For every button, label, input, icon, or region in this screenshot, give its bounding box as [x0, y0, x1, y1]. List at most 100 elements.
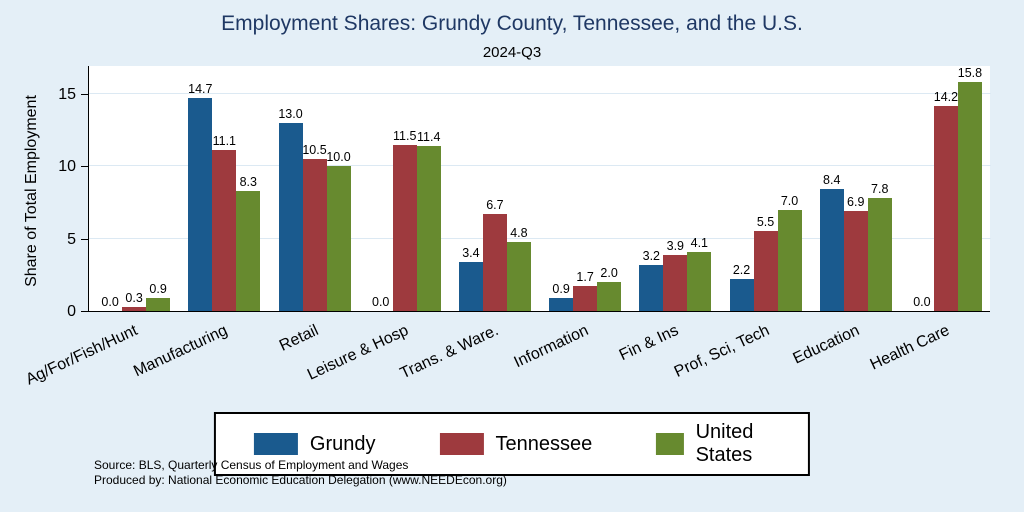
x-tick-label-prof-sci-tech: Prof, Sci, Tech [671, 322, 772, 381]
bar-value-label: 7.8 [871, 182, 889, 197]
legend-label-united-states: United States [695, 421, 754, 466]
x-tick-label-manufacturing: Manufacturing [131, 322, 231, 381]
legend-entry-grundy: Grundy [253, 432, 376, 456]
legend-swatch-tennessee [439, 433, 484, 455]
bar-united-states-trans-ware: 4.8 [506, 226, 531, 311]
bar-group-manufacturing: 14.7 11.1 8.3 [179, 65, 269, 311]
legend-entry-united-states: United States [656, 421, 770, 467]
gridline-15 [89, 92, 991, 94]
bar-united-states-education: 7.8 [867, 182, 892, 311]
bar-value-label: 0.9 [552, 281, 570, 296]
bar-value-label: 11.1 [212, 134, 236, 149]
x-tick-label-retail: Retail [276, 322, 321, 355]
x-tick-label-leisure-hosp: Leisure & Hosp [304, 322, 411, 384]
x-tick-label-trans-ware: Trans. & Ware. [397, 322, 502, 383]
bar-value-label: 14.2 [933, 89, 959, 104]
bar-value-label: 14.7 [188, 82, 213, 97]
bar-value-label: 0.0 [101, 295, 119, 309]
y-tick-mark-5 [81, 238, 88, 240]
legend: Grundy Tennessee United States [213, 412, 811, 476]
bar-value-label: 0.0 [913, 295, 931, 309]
bar-value-label: 6.9 [847, 195, 865, 210]
bar-tennessee-leisure-hosp: 11.5 [392, 129, 417, 311]
legend-label-tennessee: Tennessee [495, 432, 593, 455]
bar-grundy-trans-ware: 3.4 [458, 246, 483, 311]
bar-tennessee-information: 1.7 [573, 270, 598, 311]
bar-group-trans-ware: 3.4 6.7 4.8 [450, 65, 540, 311]
bar-value-label: 10.5 [302, 143, 327, 158]
y-tick-label-5: 5 [67, 230, 76, 248]
chart-subtitle: 2024-Q3 [482, 44, 542, 61]
bar-tennessee-education: 6.9 [843, 195, 868, 311]
bar-series-container: 0.0 0.3 0.9 14.7 11.1 8.3 13.0 10.5 10.0 0.0 11.5 1… [89, 65, 991, 311]
bar-value-label: 8.3 [239, 174, 257, 189]
x-tick-label-fin-ins: Fin & Ins [617, 322, 682, 365]
bar-value-label: 8.4 [823, 173, 841, 188]
bar-group-education: 8.4 6.9 7.8 [811, 65, 901, 311]
bar-grundy-prof-sci-tech: 2.2 [729, 263, 754, 311]
bar-value-label: 0.9 [149, 281, 167, 296]
plot-region: 0.0 0.3 0.9 14.7 11.1 8.3 13.0 10.5 10.0 0.0 11.5 1… [88, 65, 991, 312]
y-tick-mark-0 [81, 311, 88, 312]
source-note-line1: Source: BLS, Quarterly Census of Employm… [94, 458, 409, 472]
bar-value-label: 0.3 [125, 290, 143, 305]
bar-grundy-retail: 13.0 [278, 107, 303, 311]
bar-tennessee-prof-sci-tech: 5.5 [753, 215, 778, 311]
bar-value-label: 3.2 [642, 248, 661, 263]
bar-tennessee-trans-ware: 6.7 [482, 198, 507, 311]
bar-grundy-fin-ins: 3.2 [639, 249, 664, 311]
bar-value-label: 7.0 [780, 193, 799, 208]
bar-value-label: 6.7 [486, 198, 504, 213]
legend-swatch-united-states [656, 433, 684, 455]
bar-value-label: 11.4 [417, 130, 441, 145]
bar-grundy-education: 8.4 [819, 173, 844, 311]
y-tick-mark-15 [81, 93, 88, 95]
bar-united-states-retail: 10.0 [326, 150, 351, 311]
bar-value-label: 4.8 [510, 225, 528, 240]
gridline-10 [89, 165, 991, 167]
bar-united-states-ag-for-fish-hunt: 0.9 [146, 282, 171, 311]
bar-value-label: 4.1 [690, 235, 709, 250]
y-tick-mark-10 [81, 166, 88, 168]
chart-title: Employment Shares: Grundy County, Tennes… [221, 12, 803, 35]
source-note-line2: Produced by: National Economic Education… [94, 473, 507, 487]
y-tick-label-0: 0 [67, 303, 76, 320]
bar-tennessee-health-care: 14.2 [934, 90, 958, 311]
legend-entry-tennessee: Tennessee [439, 432, 593, 456]
bar-united-states-prof-sci-tech: 7.0 [777, 194, 802, 311]
chart-area: 0.0 0.3 0.9 14.7 11.1 8.3 13.0 10.5 10.0 0.0 11.5 1… [58, 65, 991, 320]
bar-tennessee-manufacturing: 11.1 [212, 134, 237, 311]
bar-value-label: 10.0 [326, 150, 351, 165]
bar-value-label: 3.4 [462, 245, 480, 260]
bar-value-label: 13.0 [278, 106, 303, 121]
bar-grundy-information: 0.9 [549, 282, 574, 311]
bar-group-retail: 13.0 10.5 10.0 [269, 65, 359, 311]
source-notes: Source: BLS, Quarterly Census of Employm… [94, 458, 507, 488]
bar-value-label: 2.0 [600, 266, 618, 281]
bar-value-label: 0.0 [372, 295, 390, 309]
bar-tennessee-ag-for-fish-hunt: 0.3 [122, 291, 147, 311]
gridline-5 [89, 237, 991, 239]
bar-tennessee-retail: 10.5 [302, 143, 327, 311]
x-tick-label-information: Information [511, 322, 592, 372]
bar-value-label: 11.5 [393, 128, 417, 143]
legend-label-grundy: Grundy [309, 432, 376, 455]
bar-united-states-health-care: 15.8 [958, 66, 982, 311]
y-tick-label-10: 10 [58, 158, 76, 176]
bar-united-states-leisure-hosp: 11.4 [416, 130, 441, 311]
bar-group-health-care: 0.0 14.2 15.8 [901, 65, 991, 311]
bar-value-label: 5.5 [756, 215, 775, 230]
legend-swatch-grundy [253, 433, 298, 455]
bar-value-label: 3.9 [666, 238, 685, 253]
y-axis-label: Share of Total Employment [23, 95, 40, 287]
bar-value-label: 15.8 [957, 66, 983, 81]
bar-tennessee-fin-ins: 3.9 [663, 239, 688, 311]
bar-united-states-manufacturing: 8.3 [236, 175, 261, 311]
x-tick-label-education: Education [790, 322, 862, 368]
bar-group-ag-for-fish-hunt: 0.0 0.3 0.9 [89, 65, 179, 311]
bar-group-information: 0.9 1.7 2.0 [540, 65, 630, 311]
x-tick-label-health-care: Health Care [867, 322, 953, 374]
bar-united-states-information: 2.0 [597, 266, 622, 311]
bar-group-prof-sci-tech: 2.2 5.5 7.0 [720, 65, 810, 311]
bar-group-leisure-hosp: 0.0 11.5 11.4 [360, 65, 450, 311]
